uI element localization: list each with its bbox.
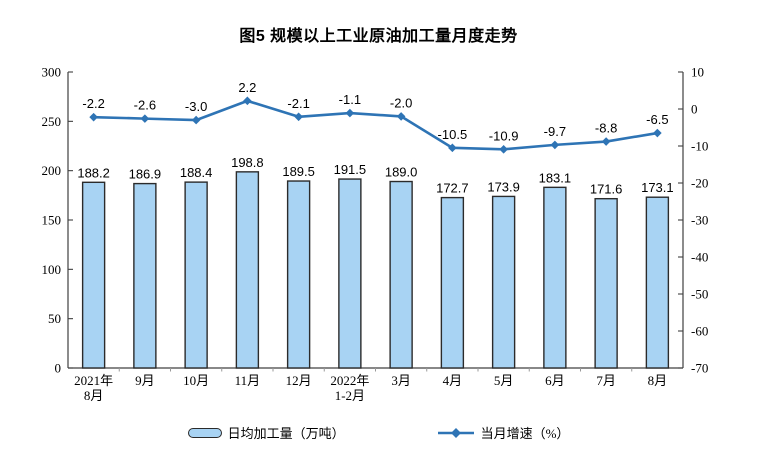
left-axis-tick-label: 200	[42, 163, 62, 178]
right-axis-tick-label: -10	[691, 139, 708, 154]
axes: 300250200150100500100-10-20-30-40-50-60-…	[42, 65, 709, 404]
left-axis-tick-label: 250	[42, 114, 62, 129]
x-category-label: 3月	[391, 373, 411, 388]
chart-legend: 日均加工量（万吨） 当月增速（%）	[0, 423, 757, 442]
bar	[81, 181, 106, 369]
x-category-label: 11月	[235, 373, 261, 388]
x-category-label: 8月	[648, 373, 668, 388]
x-category-label: 2022年	[330, 373, 369, 388]
x-category-label: 12月	[286, 373, 312, 388]
line-marker	[140, 114, 150, 123]
bar-value-label: 186.9	[129, 167, 162, 182]
chart-title: 图5 规模以上工业原油加工量月度走势	[239, 28, 518, 45]
bar	[645, 196, 670, 369]
line-series	[89, 96, 662, 154]
legend-line-label: 当月增速（%）	[480, 426, 570, 441]
bar	[594, 197, 618, 369]
bar	[389, 180, 413, 369]
bar-value-label: 183.1	[539, 170, 572, 185]
legend-item-bar: 日均加工量（万吨）	[187, 423, 345, 442]
line-marker	[345, 108, 355, 118]
bar	[491, 195, 516, 369]
bar-value-label: 189.5	[282, 164, 315, 179]
bar-value-label: 188.4	[180, 165, 213, 180]
line-value-label: -1.1	[339, 92, 361, 107]
line-value-label: 2.2	[238, 80, 256, 95]
right-axis-tick-label: 0	[691, 102, 698, 117]
bar-value-label: 198.8	[231, 155, 264, 170]
x-category-label: 6月	[545, 373, 565, 388]
left-axis-tick-label: 100	[42, 262, 62, 277]
x-category-label: 1-2月	[335, 388, 365, 403]
left-axis-tick-label: 0	[55, 361, 62, 376]
line-marker	[243, 96, 252, 106]
right-axis-tick-label: -50	[691, 287, 708, 302]
x-category-label: 7月	[596, 373, 616, 388]
left-axis-tick-label: 150	[42, 213, 62, 228]
right-axis-tick-label: 10	[691, 65, 704, 80]
line-value-label: -2.6	[134, 98, 156, 113]
bar	[543, 186, 567, 369]
bar	[338, 178, 362, 369]
line-value-label: -2.0	[390, 95, 412, 110]
x-category-label: 9月	[135, 373, 155, 388]
bar-value-label: 191.5	[334, 162, 367, 177]
line-value-label: -2.2	[82, 96, 104, 111]
legend-item-line: 当月增速（%）	[437, 423, 570, 442]
bar-value-label: 173.1	[641, 180, 674, 195]
bar	[133, 182, 157, 369]
line-value-label: -3.0	[185, 99, 207, 114]
line-marker	[550, 140, 560, 150]
line-marker	[396, 112, 406, 121]
growth-line	[93, 99, 658, 151]
left-axis-tick-label: 50	[48, 311, 61, 326]
right-axis-tick-label: -60	[691, 324, 708, 339]
right-axis-tick-label: -40	[691, 250, 708, 265]
line-marker	[191, 115, 201, 125]
line-swatch-icon	[437, 427, 474, 438]
bar-value-label: 188.2	[77, 165, 110, 180]
line-marker	[294, 112, 303, 122]
line-marker	[601, 137, 611, 146]
bar	[184, 181, 208, 369]
bar-value-label: 189.0	[385, 165, 418, 180]
x-category-label: 4月	[443, 373, 463, 388]
line-value-label: -8.8	[595, 121, 617, 136]
x-category-label: 8月	[84, 388, 104, 403]
line-value-label: -6.5	[646, 112, 668, 127]
bar	[440, 196, 465, 369]
x-category-label: 10月	[183, 373, 209, 388]
bar-swatch-icon	[187, 427, 222, 438]
line-marker	[499, 145, 508, 154]
bar	[286, 180, 311, 369]
data-labels: 188.2 186.9 188.4 198.8 189.5 191.5 189.0 172.7…	[77, 80, 673, 197]
bar-value-label: 173.9	[487, 179, 520, 194]
line-value-label: -9.7	[544, 124, 566, 139]
bar-value-label: 172.7	[436, 181, 469, 196]
bar-series	[81, 171, 670, 369]
line-value-label: -10.9	[489, 128, 519, 143]
x-category-label: 5月	[494, 373, 514, 388]
bar-value-label: 171.6	[590, 182, 623, 197]
bar	[235, 171, 260, 369]
x-category-label: 2021年	[74, 373, 113, 388]
right-axis-tick-label: -70	[691, 361, 708, 376]
line-value-label: -10.5	[438, 127, 468, 142]
right-axis-tick-label: -20	[691, 176, 708, 191]
right-axis-tick-label: -30	[691, 213, 708, 228]
left-axis-tick-label: 300	[42, 65, 62, 80]
line-marker	[653, 128, 662, 138]
line-marker	[89, 112, 98, 122]
legend-bar-label: 日均加工量（万吨）	[227, 426, 345, 441]
line-marker	[448, 143, 457, 153]
line-value-label: -2.1	[287, 96, 309, 111]
